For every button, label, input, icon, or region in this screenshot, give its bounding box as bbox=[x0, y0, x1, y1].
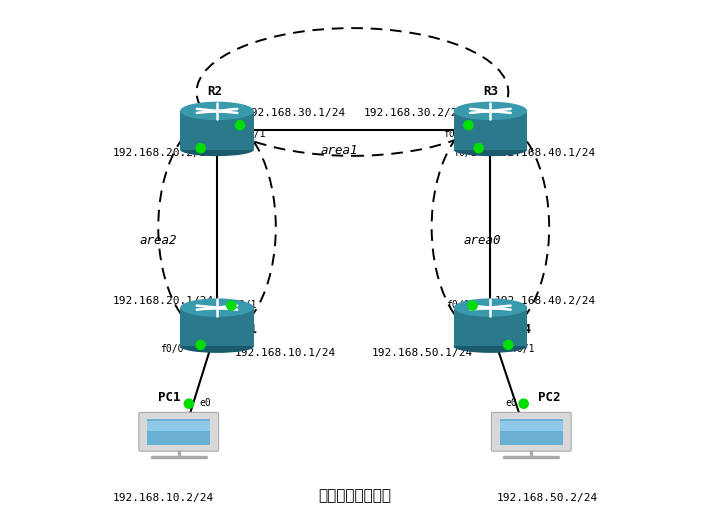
Circle shape bbox=[236, 121, 245, 130]
Circle shape bbox=[503, 340, 513, 350]
Text: f0/1: f0/1 bbox=[234, 299, 257, 310]
Text: 192.168.20.2/24: 192.168.20.2/24 bbox=[112, 148, 214, 158]
FancyBboxPatch shape bbox=[500, 419, 563, 445]
Circle shape bbox=[196, 144, 205, 153]
Text: f0/0: f0/0 bbox=[160, 343, 184, 354]
Text: 192.168.10.2/24: 192.168.10.2/24 bbox=[112, 493, 214, 503]
Text: PC1: PC1 bbox=[158, 391, 181, 404]
Text: f0/1: f0/1 bbox=[453, 148, 476, 158]
Text: 192.168.50.2/24: 192.168.50.2/24 bbox=[496, 493, 598, 503]
Text: e0: e0 bbox=[506, 398, 518, 408]
Ellipse shape bbox=[180, 298, 253, 317]
Text: f0/1: f0/1 bbox=[241, 129, 265, 139]
Text: 192.168.30.1/24: 192.168.30.1/24 bbox=[245, 107, 346, 118]
FancyBboxPatch shape bbox=[500, 422, 563, 430]
Text: R4: R4 bbox=[516, 323, 531, 336]
Circle shape bbox=[196, 340, 205, 350]
Text: area0: area0 bbox=[464, 234, 501, 247]
Text: 192.168.20.1/24: 192.168.20.1/24 bbox=[112, 296, 214, 307]
Text: 192.168.10.1/24: 192.168.10.1/24 bbox=[235, 347, 336, 358]
Text: R2: R2 bbox=[207, 85, 222, 99]
Ellipse shape bbox=[454, 143, 528, 156]
Ellipse shape bbox=[180, 143, 253, 156]
Text: f0/0: f0/0 bbox=[443, 129, 466, 139]
FancyBboxPatch shape bbox=[454, 111, 528, 150]
Circle shape bbox=[185, 399, 194, 408]
Circle shape bbox=[474, 144, 484, 153]
FancyBboxPatch shape bbox=[180, 308, 253, 346]
Text: 192.168.30.2/24: 192.168.30.2/24 bbox=[364, 107, 465, 118]
Text: area2: area2 bbox=[140, 234, 177, 247]
Ellipse shape bbox=[454, 102, 528, 120]
FancyBboxPatch shape bbox=[147, 422, 210, 430]
Circle shape bbox=[226, 301, 236, 310]
Text: area1: area1 bbox=[321, 144, 359, 157]
Ellipse shape bbox=[454, 298, 528, 317]
FancyBboxPatch shape bbox=[147, 419, 210, 445]
Text: f0/0: f0/0 bbox=[447, 299, 470, 310]
FancyBboxPatch shape bbox=[454, 308, 528, 346]
FancyBboxPatch shape bbox=[180, 111, 253, 150]
Circle shape bbox=[468, 301, 477, 310]
Circle shape bbox=[464, 121, 473, 130]
Text: 192.168.40.2/24: 192.168.40.2/24 bbox=[495, 296, 596, 307]
Text: R3: R3 bbox=[483, 85, 498, 99]
Text: f0/1: f0/1 bbox=[511, 343, 535, 354]
Text: 虚链路实验拓扑图: 虚链路实验拓扑图 bbox=[319, 489, 391, 503]
Ellipse shape bbox=[180, 340, 253, 353]
Text: R1: R1 bbox=[243, 323, 258, 336]
Text: 192.168.40.1/24: 192.168.40.1/24 bbox=[495, 148, 596, 158]
Text: PC2: PC2 bbox=[538, 391, 560, 404]
Text: e0: e0 bbox=[199, 398, 211, 408]
Ellipse shape bbox=[180, 102, 253, 120]
Ellipse shape bbox=[454, 340, 528, 353]
Text: f0/0: f0/0 bbox=[204, 148, 228, 158]
Text: 192.168.50.1/24: 192.168.50.1/24 bbox=[371, 347, 473, 358]
FancyBboxPatch shape bbox=[491, 412, 571, 451]
Circle shape bbox=[519, 399, 528, 408]
FancyBboxPatch shape bbox=[139, 412, 219, 451]
